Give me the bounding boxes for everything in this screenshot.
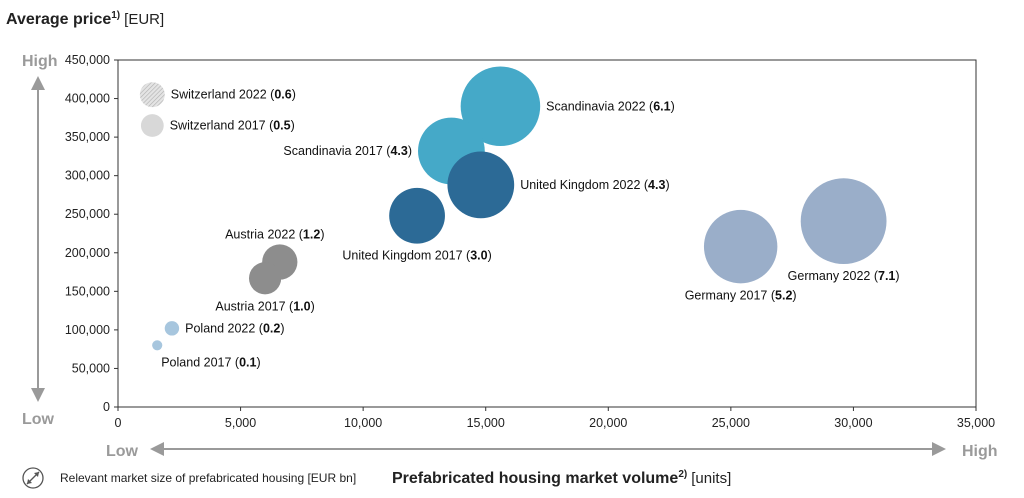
- x-tick-label: 0: [115, 416, 122, 430]
- x-direction-arrow: [150, 442, 946, 456]
- bubble-poland-2017: [152, 340, 163, 351]
- y-tick-label: 100,000: [65, 323, 110, 337]
- bubble-switzerland-2017: [140, 114, 164, 137]
- bubble-united-kingdom-2017: [389, 187, 445, 244]
- y-direction-arrow: [31, 76, 45, 402]
- y-tick-label: 300,000: [65, 169, 110, 183]
- y-tick-label: 400,000: [65, 92, 110, 106]
- label-poland-2022: Poland 2022 (0.2): [185, 321, 284, 335]
- label-scandinavia-2017: Scandinavia 2017 (4.3): [283, 144, 412, 158]
- x-axis-high-label: High: [962, 443, 998, 460]
- x-tick-label: 10,000: [344, 416, 382, 430]
- label-austria-2017: Austria 2017 (1.0): [215, 299, 314, 313]
- size-legend-text: Relevant market size of prefabricated ho…: [60, 471, 356, 485]
- expand-arrows-icon: [22, 467, 44, 489]
- y-tick-label: 50,000: [72, 361, 110, 375]
- x-axis-low-label: Low: [106, 443, 139, 460]
- bubble-poland-2022: [164, 321, 180, 336]
- y-axis-high-label: High: [22, 53, 58, 70]
- x-tick-label: 20,000: [589, 416, 627, 430]
- bubble-united-kingdom-2022: [447, 151, 515, 219]
- bubble-scandinavia-2022: [460, 66, 541, 147]
- y-axis-title: Average price1) [EUR]: [6, 10, 164, 28]
- label-austria-2022: Austria 2022 (1.2): [225, 227, 324, 241]
- label-united-kingdom-2022: United Kingdom 2022 (4.3): [520, 178, 669, 192]
- x-tick-label: 35,000: [957, 416, 995, 430]
- bubble-size-legend: Relevant market size of prefabricated ho…: [22, 467, 356, 489]
- bubble-germany-2022: [800, 178, 887, 265]
- y-tick-label: 0: [103, 400, 110, 414]
- bubbles-layer: [139, 66, 887, 351]
- y-tick-label: 450,000: [65, 53, 110, 67]
- y-tick-label: 200,000: [65, 246, 110, 260]
- x-tick-label: 5,000: [225, 416, 256, 430]
- y-tick-label: 250,000: [65, 207, 110, 221]
- bubble-germany-2017: [703, 209, 778, 284]
- x-axis-title: Prefabricated housing market volume2) [un…: [392, 469, 731, 487]
- y-axis-low-label: Low: [22, 411, 55, 428]
- y-tick-label: 350,000: [65, 130, 110, 144]
- x-axis-ticks: 0 5,000 10,000 15,000 20,000 25,000 30,000 35,0…: [115, 407, 995, 430]
- label-germany-2022: Germany 2022 (7.1): [788, 269, 900, 283]
- x-tick-label: 25,000: [712, 416, 750, 430]
- label-switzerland-2017: Switzerland 2017 (0.5): [170, 119, 295, 133]
- plot-area-frame: [117, 59, 977, 408]
- label-switzerland-2022: Switzerland 2022 (0.6): [171, 88, 296, 102]
- bubble-austria-2017: [248, 262, 282, 295]
- x-tick-label: 30,000: [834, 416, 872, 430]
- label-germany-2017: Germany 2017 (5.2): [685, 288, 797, 302]
- bubble-labels-layer: Switzerland 2022 (0.6) Switzerland 2017 (…: [161, 88, 899, 370]
- label-united-kingdom-2017: United Kingdom 2017 (3.0): [342, 249, 491, 263]
- x-tick-label: 15,000: [467, 416, 505, 430]
- y-axis-ticks: 0 50,000 100,000 150,000 200,000 250,000 300,0…: [65, 53, 118, 414]
- label-poland-2017: Poland 2017 (0.1): [161, 355, 260, 369]
- label-scandinavia-2022: Scandinavia 2022 (6.1): [546, 99, 675, 113]
- bubble-switzerland-2022: [139, 82, 165, 108]
- y-tick-label: 150,000: [65, 284, 110, 298]
